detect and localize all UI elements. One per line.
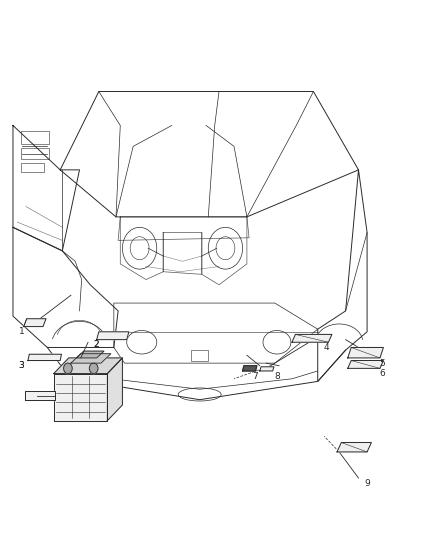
Polygon shape xyxy=(25,391,55,400)
Polygon shape xyxy=(54,374,107,421)
Text: 4: 4 xyxy=(324,343,329,352)
Bar xyxy=(21,131,49,144)
Text: 3: 3 xyxy=(19,361,25,370)
Text: 1: 1 xyxy=(19,327,25,336)
Polygon shape xyxy=(292,334,332,342)
Text: 9: 9 xyxy=(364,479,370,488)
Polygon shape xyxy=(24,319,46,327)
Bar xyxy=(21,163,44,173)
Text: 5: 5 xyxy=(379,359,385,368)
Polygon shape xyxy=(77,351,104,358)
Polygon shape xyxy=(337,442,371,452)
Polygon shape xyxy=(28,354,61,360)
Bar xyxy=(191,350,208,360)
Circle shape xyxy=(89,363,98,374)
Text: 7: 7 xyxy=(253,372,258,381)
Text: 8: 8 xyxy=(274,372,280,381)
Polygon shape xyxy=(243,366,257,371)
Polygon shape xyxy=(260,367,274,371)
Text: 2: 2 xyxy=(94,341,99,349)
Bar xyxy=(21,148,49,159)
Polygon shape xyxy=(107,358,123,421)
Polygon shape xyxy=(348,348,383,358)
Circle shape xyxy=(64,363,72,374)
Text: 6: 6 xyxy=(379,369,385,378)
Polygon shape xyxy=(71,354,111,363)
Text: 2: 2 xyxy=(94,341,99,349)
Polygon shape xyxy=(97,332,129,340)
Polygon shape xyxy=(54,358,123,374)
Polygon shape xyxy=(348,360,383,368)
Text: 3: 3 xyxy=(19,361,25,370)
